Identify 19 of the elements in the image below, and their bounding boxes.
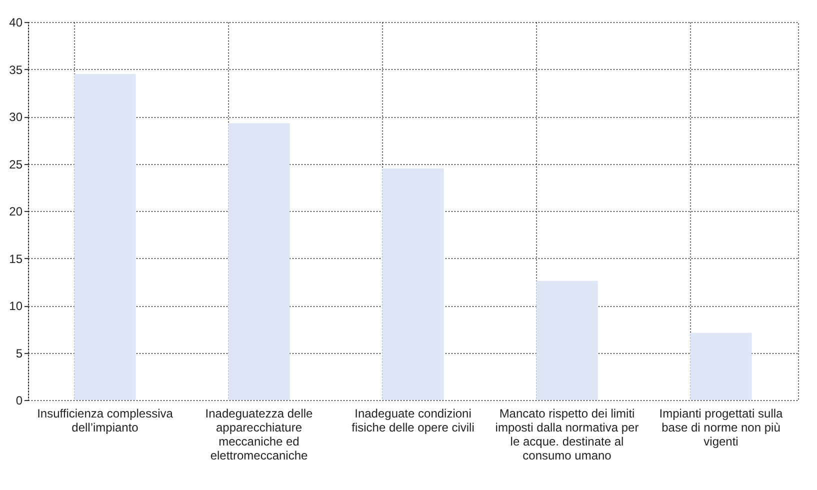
x-tick-label: Mancato rispetto dei limiti imposti dalla normativa per le acque. destinate al consumo umano	[495, 406, 639, 462]
x-tick-label: Impianti progettati sulla base di norme non più vigenti	[659, 406, 784, 448]
y-tick-label: 0	[16, 394, 23, 408]
x-tick-label: Inadeguate condizioni fisiche delle opere civili	[352, 406, 474, 434]
bar	[382, 168, 444, 400]
y-tick-label: 10	[9, 299, 23, 313]
bar	[228, 123, 290, 400]
bar	[690, 332, 752, 400]
y-tick-label: 20	[9, 204, 23, 218]
bar	[536, 280, 598, 400]
y-tick-label: 30	[9, 110, 23, 124]
bar	[74, 74, 136, 400]
x-tick-label: Inadeguatezza delle apparecchiature meccaniche ed elettromeccaniche	[205, 406, 314, 462]
x-tick-label: Insufficienza complessiva dell’impianto	[37, 406, 174, 434]
y-tick-label: 25	[9, 157, 23, 172]
y-tick-label: 40	[9, 16, 23, 30]
y-tick-label: 35	[9, 62, 23, 77]
y-tick-label: 15	[9, 252, 23, 266]
y-tick-label: 5	[16, 346, 23, 360]
